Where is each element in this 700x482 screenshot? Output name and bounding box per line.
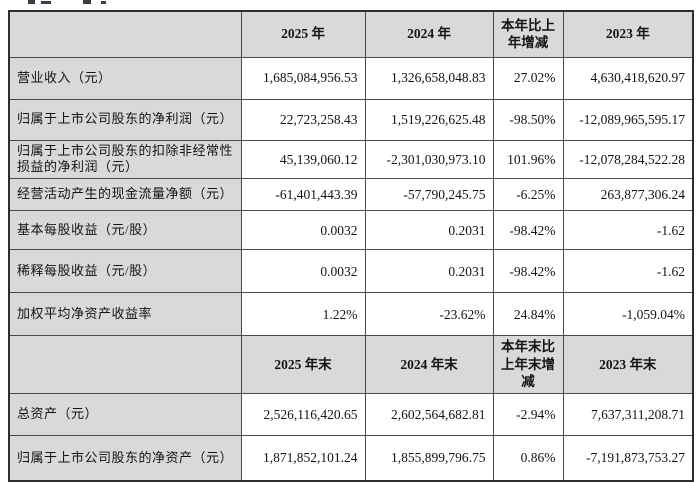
cell-2023: -1,059.04% [562, 292, 694, 337]
cell-yoy: 0.86% [492, 434, 564, 482]
cell-2025: 1.22% [240, 292, 366, 337]
cell-2024: 1,855,899,796.75 [364, 434, 494, 482]
cell-yoy: -98.50% [492, 98, 564, 141]
table-row-operating-cash-flow: 经营活动产生的现金流量净额（元） -61,401,443.39 -57,790,… [8, 178, 694, 212]
row-label: 加权平均净资产收益率 [8, 292, 242, 337]
header-2025: 2025 年 [240, 10, 366, 58]
cell-2024: 0.2031 [364, 249, 494, 294]
header-2024-eop: 2024 年末 [364, 335, 494, 394]
cell-2024: -2,301,030,973.10 [364, 139, 494, 180]
cell-2024: 2,602,564,682.81 [364, 392, 494, 436]
cell-2025: 1,871,852,101.24 [240, 434, 366, 482]
cell-2023: -12,089,965,595.17 [562, 98, 694, 141]
cell-yoy: -2.94% [492, 392, 564, 436]
header-2023: 2023 年 [562, 10, 694, 58]
table-row-basic-eps: 基本每股收益（元/股） 0.0032 0.2031 -98.42% -1.62 [8, 210, 694, 251]
row-label: 归属于上市公司股东的扣除非经常性损益的净利润（元） [8, 139, 242, 180]
header-yoy-change: 本年比上年增减 [492, 10, 564, 58]
cell-2024: -23.62% [364, 292, 494, 337]
cell-2025: 0.0032 [240, 210, 366, 251]
table-row-weighted-avg-roe: 加权平均净资产收益率 1.22% -23.62% 24.84% -1,059.0… [8, 292, 694, 337]
row-label: 归属于上市公司股东的净利润（元） [8, 98, 242, 141]
table-header-row-annual: 2025 年 2024 年 本年比上年增减 2023 年 [8, 10, 694, 58]
cell-yoy: 27.02% [492, 56, 564, 100]
header-spacer-cell [8, 335, 242, 394]
cell-2025: 0.0032 [240, 249, 366, 294]
table-row-diluted-eps: 稀释每股收益（元/股） 0.0032 0.2031 -98.42% -1.62 [8, 249, 694, 294]
table-row-net-profit: 归属于上市公司股东的净利润（元） 22,723,258.43 1,519,226… [8, 98, 694, 141]
header-spacer-cell [8, 10, 242, 58]
cell-2025: 1,685,084,956.53 [240, 56, 366, 100]
cell-2025: -61,401,443.39 [240, 178, 366, 212]
cell-2025: 22,723,258.43 [240, 98, 366, 141]
cell-2023: -7,191,873,753.27 [562, 434, 694, 482]
row-label: 稀释每股收益（元/股） [8, 249, 242, 294]
table-row-net-profit-excl-nonrecurring: 归属于上市公司股东的扣除非经常性损益的净利润（元） 45,139,060.12 … [8, 139, 694, 180]
row-label: 总资产（元） [8, 392, 242, 436]
table-row-total-assets: 总资产（元） 2,526,116,420.65 2,602,564,682.81… [8, 392, 694, 436]
cell-2024: 1,519,226,625.48 [364, 98, 494, 141]
row-label: 经营活动产生的现金流量净额（元） [8, 178, 242, 212]
cell-2023: 7,637,311,208.71 [562, 392, 694, 436]
cell-yoy: -6.25% [492, 178, 564, 212]
cell-yoy: 24.84% [492, 292, 564, 337]
header-eop-change: 本年末比上年末增减 [492, 335, 564, 394]
row-label: 营业收入（元） [8, 56, 242, 100]
table-row-net-assets: 归属于上市公司股东的净资产（元） 1,871,852,101.24 1,855,… [8, 434, 694, 482]
cell-yoy: -98.42% [492, 210, 564, 251]
cell-2024: 0.2031 [364, 210, 494, 251]
cell-2024: 1,326,658,048.83 [364, 56, 494, 100]
cell-2023: -12,078,284,522.28 [562, 139, 694, 180]
cell-2024: -57,790,245.75 [364, 178, 494, 212]
cell-2023: 4,630,418,620.97 [562, 56, 694, 100]
header-2025-eop: 2025 年末 [240, 335, 366, 394]
header-2023-eop: 2023 年末 [562, 335, 694, 394]
cell-2025: 2,526,116,420.65 [240, 392, 366, 436]
cell-yoy: -98.42% [492, 249, 564, 294]
table-row-revenue: 营业收入（元） 1,685,084,956.53 1,326,658,048.8… [8, 56, 694, 100]
cell-2023: 263,877,306.24 [562, 178, 694, 212]
clipped-text-fragment [28, 0, 106, 5]
cell-2025: 45,139,060.12 [240, 139, 366, 180]
row-label: 基本每股收益（元/股） [8, 210, 242, 251]
header-2024: 2024 年 [364, 10, 494, 58]
cell-yoy: 101.96% [492, 139, 564, 180]
cell-2023: -1.62 [562, 210, 694, 251]
table-header-row-end-of-period: 2025 年末 2024 年末 本年末比上年末增减 2023 年末 [8, 335, 694, 394]
financial-summary-table: 2025 年 2024 年 本年比上年增减 2023 年 营业收入（元） 1,6… [8, 10, 694, 482]
row-label: 归属于上市公司股东的净资产（元） [8, 434, 242, 482]
cell-2023: -1.62 [562, 249, 694, 294]
